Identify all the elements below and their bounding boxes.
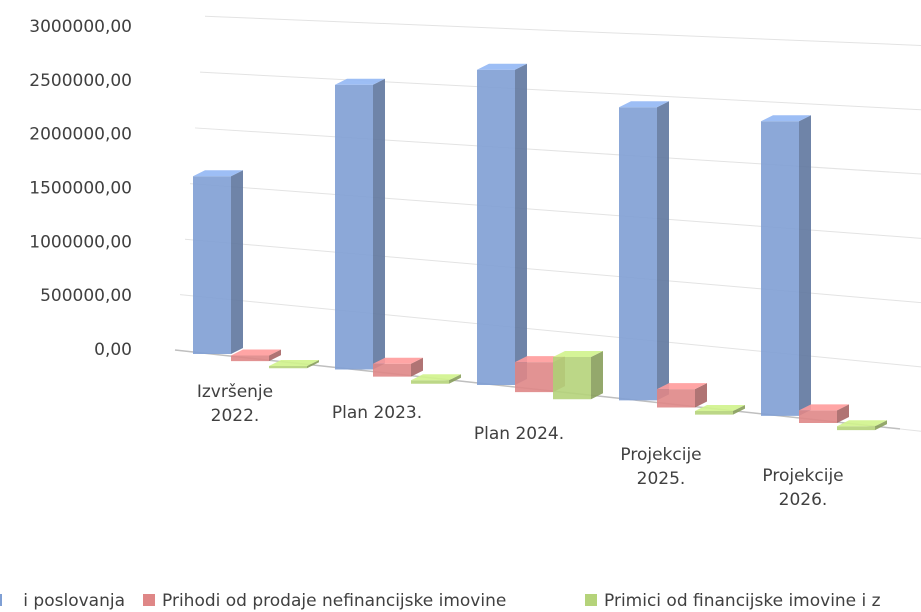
y-tick-label: 1500000,00 [29, 179, 132, 199]
bar-side [591, 350, 603, 400]
legend-label: Prihodi od prodaje nefinancijske imovine [162, 591, 506, 611]
bar [193, 170, 243, 355]
bar-front [619, 107, 657, 401]
y-tick-label: 1000000,00 [29, 232, 132, 252]
y-tick-label: 2500000,00 [29, 71, 132, 91]
bar-front [761, 121, 799, 416]
x-tick-label: Projekcije 2025. [620, 445, 702, 489]
bar-front [799, 410, 837, 423]
x-tick-label: Izvršenje 2022. [196, 382, 274, 426]
bar-front [477, 69, 515, 385]
bar [619, 101, 669, 401]
legend-swatch [585, 594, 597, 606]
legend-swatch [0, 594, 2, 606]
bar-side [799, 115, 811, 416]
bar-top [619, 101, 669, 108]
bar-side [307, 360, 319, 369]
bar [837, 420, 887, 431]
bar [657, 383, 707, 408]
bar-side [657, 101, 669, 401]
y-tick-label: 500000,00 [40, 286, 132, 306]
bar [335, 78, 385, 370]
bar-top [269, 360, 319, 367]
bar [477, 63, 527, 385]
bar [799, 404, 849, 423]
bar [269, 360, 319, 369]
bar-front [695, 410, 733, 415]
bar-side [515, 63, 527, 385]
bar [411, 374, 461, 384]
bar-side [449, 374, 461, 384]
bar-front [269, 366, 307, 369]
bar-side [411, 357, 423, 377]
bar-front [411, 380, 449, 384]
bar-front [837, 426, 875, 431]
bar [761, 115, 811, 416]
bar-front [515, 362, 553, 393]
bar [695, 404, 745, 415]
bar-top [761, 115, 811, 122]
y-tick-label: 2000000,00 [29, 125, 132, 145]
legend-label: i poslovanja [23, 591, 125, 611]
legend-label: Primici od financijske imovine i z [604, 591, 881, 611]
bar-top [335, 78, 385, 85]
grid-line [204, 15, 921, 46]
bar [373, 357, 423, 377]
bar-side [231, 170, 243, 355]
x-tick-label: Plan 2023. [331, 403, 423, 423]
grid-line [189, 183, 921, 239]
bar-side [875, 420, 887, 431]
x-tick-label: Projekcije 2026. [762, 466, 844, 510]
bar [231, 349, 281, 362]
bar-top [477, 63, 527, 70]
y-tick-label: 3000000,00 [29, 17, 132, 37]
bar-front [231, 355, 269, 362]
bar-side [269, 349, 281, 362]
bar-side [373, 78, 385, 370]
bar-top [837, 420, 887, 427]
bar-top [657, 383, 707, 390]
bar-side [733, 404, 745, 415]
bar-top [373, 357, 423, 364]
bar-front [335, 84, 373, 370]
x-tick-label: Plan 2024. [473, 424, 565, 444]
bar [553, 350, 603, 400]
grid-line [199, 71, 921, 111]
bar-front [553, 356, 591, 400]
bar-top [553, 350, 603, 357]
bar-top [411, 374, 461, 381]
bar-side [837, 404, 849, 423]
bar-top [799, 404, 849, 411]
bar-side [695, 383, 707, 408]
y-tick-label: 0,00 [94, 340, 132, 360]
bar-top [515, 356, 565, 363]
bar-top [193, 170, 243, 177]
legend-swatch [143, 594, 155, 606]
bar-front [193, 176, 231, 355]
bar-top [695, 404, 745, 411]
bar-front [657, 389, 695, 408]
grid-line [194, 127, 921, 175]
bar-front [373, 363, 411, 377]
bar-top [231, 349, 281, 356]
